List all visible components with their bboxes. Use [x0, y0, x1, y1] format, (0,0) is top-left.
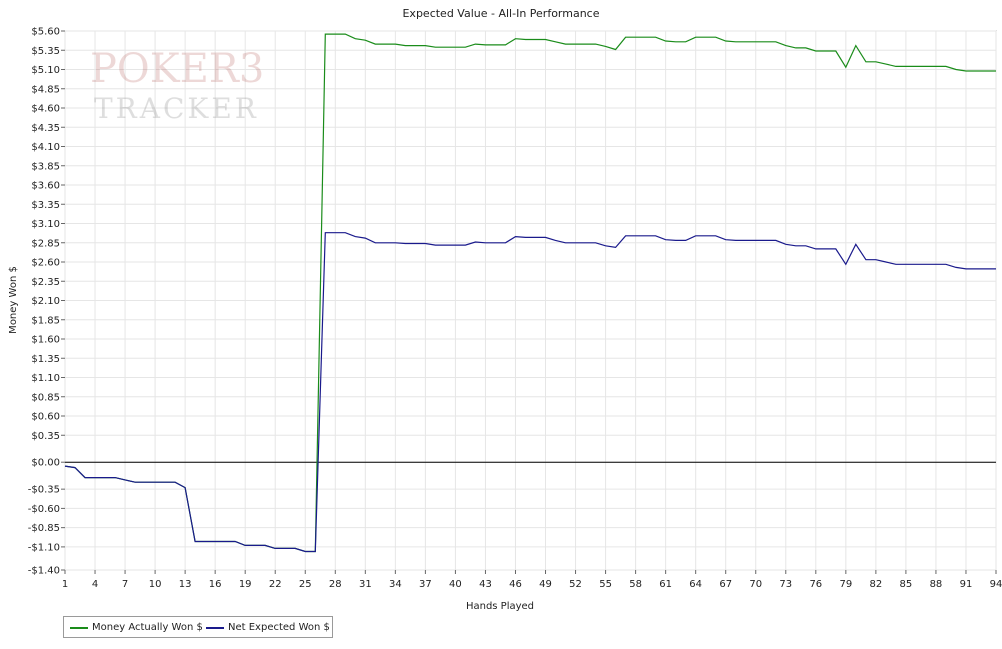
x-tick-label: 70: [749, 579, 762, 590]
x-tick-label: 13: [179, 579, 192, 590]
y-tick-label: $2.60: [31, 258, 60, 269]
x-tick-label: 79: [839, 579, 852, 590]
x-tick-label: 19: [239, 579, 252, 590]
legend-label: Money Actually Won $: [92, 622, 203, 633]
y-axis-label: Money Won $: [8, 266, 19, 334]
x-tick-label: 40: [449, 579, 462, 590]
y-tick-label: $4.35: [31, 123, 60, 134]
y-tick-label: $3.35: [31, 200, 60, 211]
y-tick-label: $3.85: [31, 161, 60, 172]
legend-swatch-green: [70, 626, 88, 629]
chart-title: Expected Value - All-In Performance: [402, 7, 599, 20]
x-tick-label: 52: [569, 579, 582, 590]
y-tick-label: $1.10: [31, 373, 60, 384]
x-tick-label: 58: [629, 579, 642, 590]
legend-label: Net Expected Won $: [228, 622, 330, 633]
y-tick-label: $1.85: [31, 315, 60, 326]
y-tick-label: $0.85: [31, 392, 60, 403]
legend-item-net-expected-won: Net Expected Won $: [206, 622, 330, 633]
x-tick-label: 85: [900, 579, 913, 590]
x-tick-label: 16: [209, 579, 222, 590]
x-tick-label: 91: [960, 579, 973, 590]
x-tick-label: 31: [359, 579, 372, 590]
y-tick-label: $5.35: [31, 46, 60, 57]
x-tick-label: 67: [719, 579, 732, 590]
y-tick-label: $2.35: [31, 277, 60, 288]
x-tick-label: 7: [122, 579, 128, 590]
x-axis-label: Hands Played: [466, 601, 534, 612]
y-tick-label: $2.10: [31, 296, 60, 307]
y-tick-label: $4.10: [31, 142, 60, 153]
y-tick-label: -$0.35: [28, 485, 60, 496]
x-tick-label: 25: [299, 579, 312, 590]
y-tick-label: $3.60: [31, 181, 60, 192]
series-line-net-expected-won: [64, 232, 996, 553]
x-tick-label: 4: [92, 579, 98, 590]
y-tick-label: -$0.60: [28, 504, 60, 515]
y-tick-label: $3.10: [31, 219, 60, 230]
y-axis-ticks: -$1.40 -$1.10 -$0.85 -$0.60 -$0.35 $0.00 $0.35…: [28, 27, 65, 577]
x-tick-label: 82: [870, 579, 883, 590]
x-tick-label: 43: [479, 579, 492, 590]
x-tick-label: 28: [329, 579, 342, 590]
x-tick-label: 55: [599, 579, 612, 590]
x-tick-label: 37: [419, 579, 432, 590]
poker-tracker-logo: POKER3 TRACKER: [88, 42, 288, 125]
y-tick-label: $1.35: [31, 354, 60, 365]
legend-item-money-actually-won: Money Actually Won $: [70, 622, 203, 633]
x-tick-label: 10: [149, 579, 162, 590]
y-tick-label: $0.35: [31, 431, 60, 442]
x-tick-label: 88: [930, 579, 943, 590]
y-tick-label: $5.60: [31, 27, 60, 38]
x-tick-label: 1: [62, 579, 68, 590]
series-group: [64, 33, 996, 553]
x-tick-label: 64: [689, 579, 702, 590]
y-tick-label: $4.85: [31, 84, 60, 95]
y-tick-label: $4.60: [31, 104, 60, 115]
x-tick-label: 76: [809, 579, 822, 590]
y-tick-label: $0.00: [31, 458, 60, 469]
x-tick-label: 94: [990, 579, 1002, 590]
x-tick-label: 34: [389, 579, 402, 590]
logo-line2: TRACKER: [94, 92, 259, 124]
y-tick-label: $0.60: [31, 412, 60, 423]
y-tick-label: -$1.10: [28, 542, 60, 553]
y-tick-label: $1.60: [31, 335, 60, 346]
y-tick-label: -$0.85: [28, 523, 60, 534]
legend-swatch-blue: [206, 626, 224, 629]
x-tick-label: 49: [539, 579, 552, 590]
x-tick-label: 46: [509, 579, 522, 590]
legend: Money Actually Won $ Net Expected Won $: [63, 616, 333, 638]
x-tick-label: 61: [659, 579, 672, 590]
x-tick-label: 22: [269, 579, 282, 590]
x-axis-ticks: 1 4 7 10 13 16 19 22 25 28 31 34 37 40 43 46 49 52 55 58 61 6…: [62, 570, 1002, 590]
x-tick-label: 73: [779, 579, 792, 590]
y-tick-label: -$1.40: [28, 566, 60, 577]
y-tick-label: $5.10: [31, 65, 60, 76]
y-tick-label: $2.85: [31, 238, 60, 249]
logo-line1: POKER3: [90, 46, 264, 92]
